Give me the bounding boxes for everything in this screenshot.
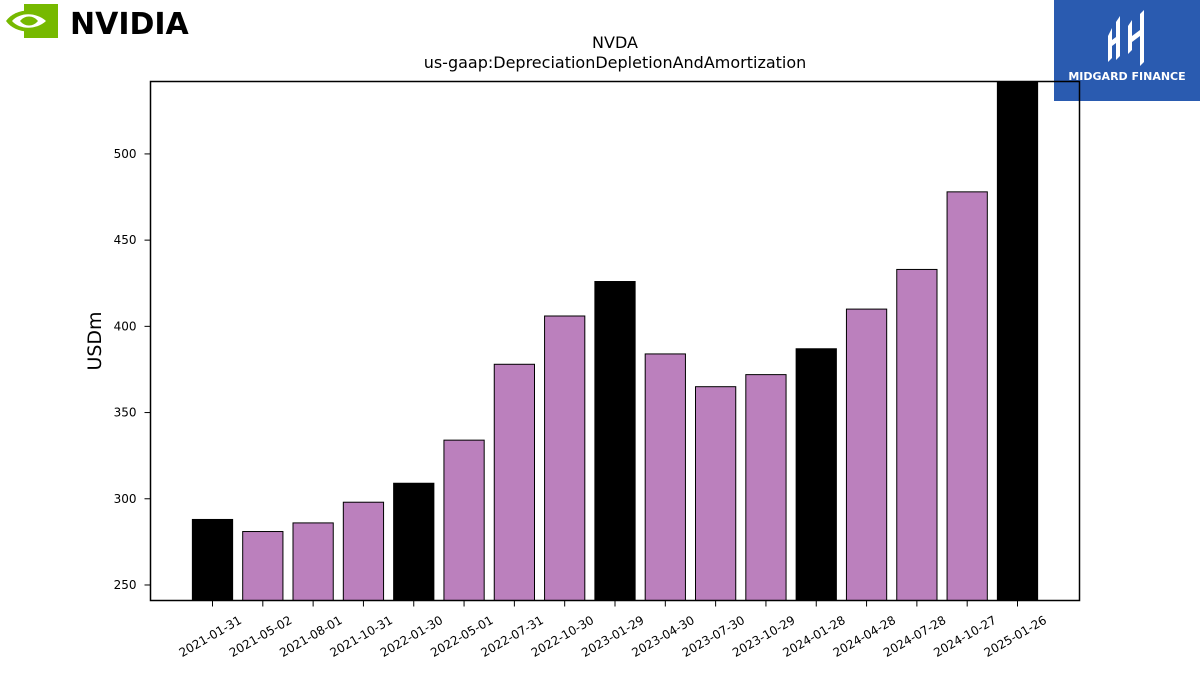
- y-tick-label: 250: [114, 578, 137, 592]
- bar-2024-07-28: [896, 268, 938, 601]
- bars-group: [191, 81, 1039, 602]
- y-tick-label: 400: [114, 319, 137, 333]
- nvidia-wordmark: NVIDIA: [70, 7, 190, 42]
- bar-2024-01-28: [795, 348, 837, 601]
- midgard-wordmark: MIDGARD FINANCE: [1068, 70, 1186, 83]
- bar-2023-01-29: [594, 281, 636, 601]
- bar-2022-07-31: [493, 363, 535, 601]
- midgard-emblem-icon: [1108, 10, 1144, 66]
- x-axis: 2021-01-312021-05-022021-08-012021-10-31…: [177, 600, 1049, 660]
- bar-2022-05-01: [443, 439, 485, 602]
- y-tick-label: 450: [114, 233, 137, 247]
- chart-subtitle: us-gaap:DepreciationDepletionAndAmortiza…: [424, 53, 807, 72]
- bar-2024-04-28: [845, 308, 888, 601]
- bar-2021-01-31: [191, 518, 234, 602]
- y-axis-label: USDm: [84, 311, 106, 370]
- bar-2023-07-30: [695, 386, 737, 601]
- bar-2021-05-02: [242, 531, 284, 602]
- nvidia-logo: NVIDIA: [4, 4, 194, 42]
- y-tick-label: 350: [114, 406, 137, 420]
- bar-2022-10-30: [544, 315, 586, 601]
- chart-title: NVDA: [592, 33, 638, 52]
- y-tick-label: 500: [114, 147, 137, 161]
- nvidia-eye-icon: [6, 4, 58, 38]
- bar-2022-01-30: [393, 482, 435, 601]
- y-axis: 250 300 350 400 450 500: [114, 147, 151, 592]
- bar-2023-04-30: [644, 353, 686, 601]
- bar-2021-08-01: [292, 522, 334, 601]
- bar-2023-10-29: [745, 374, 787, 601]
- bar-2024-10-27: [946, 191, 988, 601]
- plot-frame: [149, 80, 1081, 602]
- bar-2025-01-26: [996, 81, 1039, 601]
- bar-2021-10-31: [342, 501, 385, 602]
- y-tick-label: 300: [114, 492, 137, 506]
- midgard-finance-logo: MIDGARD FINANCE: [1054, 0, 1200, 101]
